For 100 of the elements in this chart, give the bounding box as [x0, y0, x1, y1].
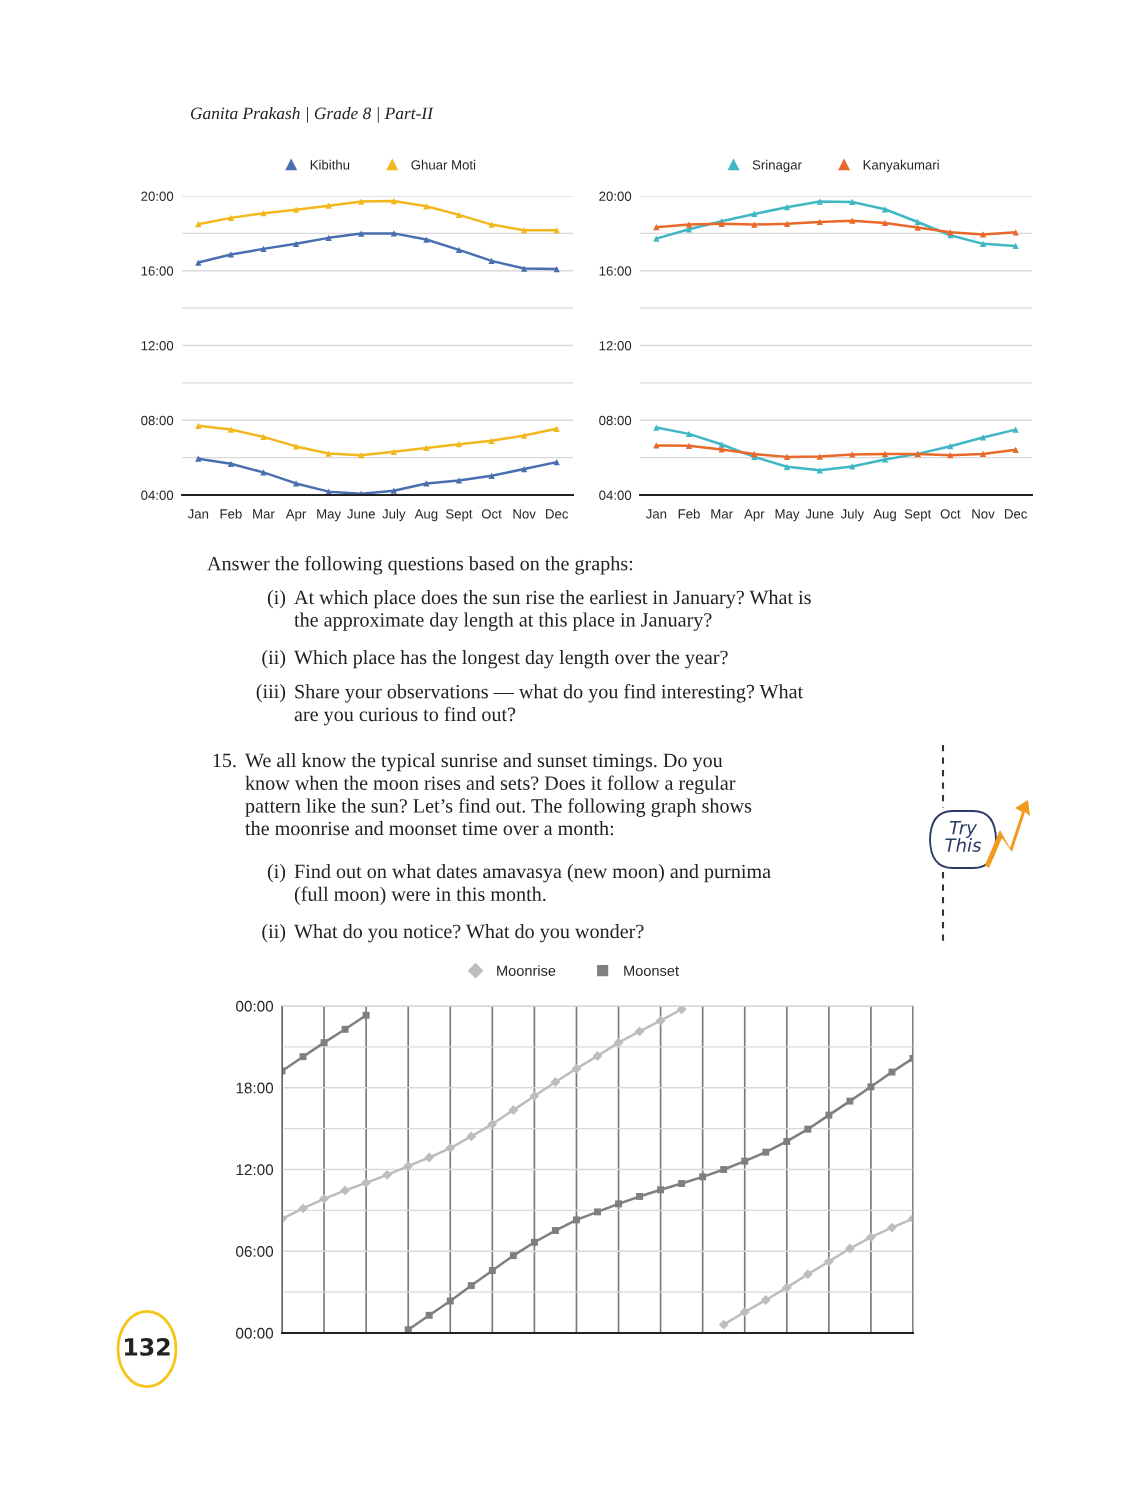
x-tick-label: Apr [744, 509, 765, 522]
point [390, 448, 397, 455]
point [781, 1282, 792, 1293]
point [260, 210, 267, 217]
point [594, 1208, 601, 1216]
point [390, 487, 397, 494]
legend-label: Moonrise [497, 965, 556, 976]
point [947, 443, 954, 450]
point [292, 206, 300, 213]
point [676, 1006, 687, 1015]
y-tick-label: 12:00 [141, 341, 174, 351]
point [888, 1068, 896, 1076]
point [844, 1243, 855, 1254]
point [802, 1269, 813, 1280]
point [914, 218, 921, 226]
point [455, 246, 463, 253]
y-tick-label: 04:00 [599, 490, 632, 500]
point [390, 230, 397, 237]
point [292, 240, 300, 247]
x-tick-label: Oct [481, 509, 502, 519]
text: (ii) What do you notice? What do you wonder? [262, 924, 644, 943]
point [783, 453, 791, 460]
x-tick-label: Feb [220, 508, 242, 519]
x-tick-label: June [805, 509, 834, 519]
y-tick-label: 16:00 [599, 266, 632, 276]
point [653, 235, 660, 242]
point [227, 251, 234, 258]
point [825, 1111, 833, 1119]
point [572, 1216, 580, 1224]
x-tick-label: July [382, 508, 406, 522]
x-tick-label: May [317, 509, 342, 522]
point [299, 1053, 307, 1061]
point [849, 198, 856, 206]
legend-label: Ghuar Moti [411, 159, 476, 170]
point [881, 219, 889, 227]
point [615, 1200, 623, 1208]
point [488, 472, 495, 479]
y-tick-label: 08:00 [141, 415, 174, 426]
point [509, 1252, 517, 1260]
point [762, 1148, 770, 1156]
text: (i) At which place does the sun rise the earliest in January? What is the approximate day length at this place in January? [267, 590, 811, 631]
point [741, 1157, 749, 1165]
point [678, 1180, 686, 1188]
point [783, 463, 791, 470]
point [685, 442, 693, 449]
point [455, 477, 463, 484]
point [1012, 446, 1019, 453]
point [362, 1011, 370, 1019]
point [455, 441, 463, 448]
point [466, 1131, 477, 1142]
y-tick-label: 20:00 [141, 191, 174, 201]
point [783, 220, 791, 227]
text: Ganita Prakash | Grade 8 | Part-II [190, 107, 434, 123]
point [298, 1203, 308, 1214]
y-tick-label: 08:00 [599, 415, 632, 426]
point [1012, 426, 1019, 433]
x-tick-label: Aug [873, 509, 896, 522]
point [657, 1186, 665, 1194]
point [914, 224, 921, 231]
text: Answer the following questions based on the graphs: [207, 556, 633, 575]
point [887, 1222, 897, 1233]
point [655, 1015, 666, 1026]
point [260, 245, 267, 253]
legend-label: Srinagar [752, 159, 802, 173]
y-tick-label: 00:00 [236, 1327, 274, 1339]
point [653, 442, 660, 449]
point [292, 443, 300, 450]
point [553, 265, 560, 273]
point [823, 1256, 834, 1267]
point [634, 1026, 645, 1037]
legend-label: Kanyakumari [863, 159, 939, 173]
point [636, 1193, 644, 1200]
x-tick-label: Jan [645, 509, 667, 519]
x-tick-label: July [840, 508, 865, 522]
point [403, 1161, 414, 1171]
x-tick-label: Nov [972, 509, 995, 519]
point [455, 211, 463, 218]
point [488, 1267, 496, 1275]
point [445, 1143, 456, 1154]
point [488, 257, 495, 264]
point [424, 1152, 435, 1163]
point [867, 1083, 875, 1091]
x-tick-label: Mar [711, 509, 733, 519]
point [553, 425, 560, 432]
point [550, 1077, 561, 1087]
x-tick-label: Mar [253, 509, 275, 519]
point [613, 1037, 624, 1048]
y-tick-label: 12:00 [599, 341, 632, 351]
point [292, 480, 300, 487]
point [467, 1282, 475, 1290]
point [423, 444, 430, 452]
point [979, 434, 987, 441]
point [699, 1173, 707, 1181]
point [979, 450, 987, 458]
point [553, 227, 560, 234]
point [361, 1177, 372, 1188]
point [423, 480, 430, 487]
point [846, 1097, 854, 1105]
point [423, 236, 430, 243]
point [227, 214, 234, 221]
